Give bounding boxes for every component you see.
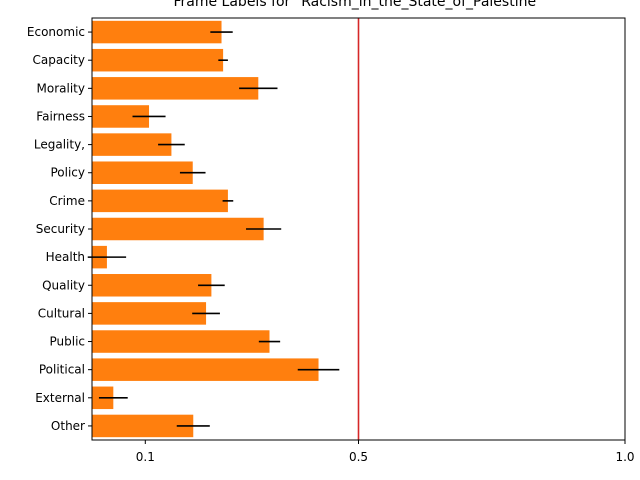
y-tick-label: Fairness (36, 109, 85, 123)
y-axis: Economic Capacity Morality Fairness Legality… (27, 25, 92, 433)
bar-policy (92, 161, 193, 184)
error-bars-layer (87, 31, 340, 427)
y-tick-label: Capacity (33, 53, 85, 67)
bar-public (92, 330, 270, 353)
y-tick-label: Political (39, 363, 85, 377)
y-tick-label: Economic (27, 25, 85, 39)
y-tick-label: Crime (49, 194, 85, 208)
x-axis: 0.1 0.5 1.0 (136, 440, 635, 464)
bar-other (92, 414, 194, 438)
bar-quality (92, 274, 212, 297)
bars-layer (92, 20, 319, 438)
bar-crime (92, 189, 228, 213)
bar-economic (92, 20, 222, 44)
bar-legality (92, 133, 172, 156)
x-tick-label: 1.0 (615, 450, 634, 464)
y-tick-label: Quality (42, 278, 85, 292)
bar-cultural (92, 302, 207, 325)
y-tick-label: Health (46, 250, 85, 264)
y-tick-label: Cultural (38, 306, 85, 320)
y-tick-label: Public (49, 335, 85, 349)
y-tick-label: Morality (37, 81, 85, 95)
bar-political (92, 358, 319, 381)
y-tick-label: Legality, (34, 138, 85, 152)
bar-security (92, 217, 264, 241)
x-tick-label: 0.5 (349, 450, 368, 464)
y-tick-label: External (35, 391, 85, 405)
x-tick-label: 0.1 (136, 450, 155, 464)
bar-fairness (92, 105, 150, 128)
y-tick-label: Policy (50, 166, 85, 180)
y-tick-label: Other (51, 419, 85, 433)
bar-morality (92, 77, 259, 100)
chart-title: Frame Labels for "Racism_in_the_State_of… (173, 0, 542, 10)
bar-capacity (92, 48, 224, 72)
y-tick-label: Security (36, 222, 85, 236)
